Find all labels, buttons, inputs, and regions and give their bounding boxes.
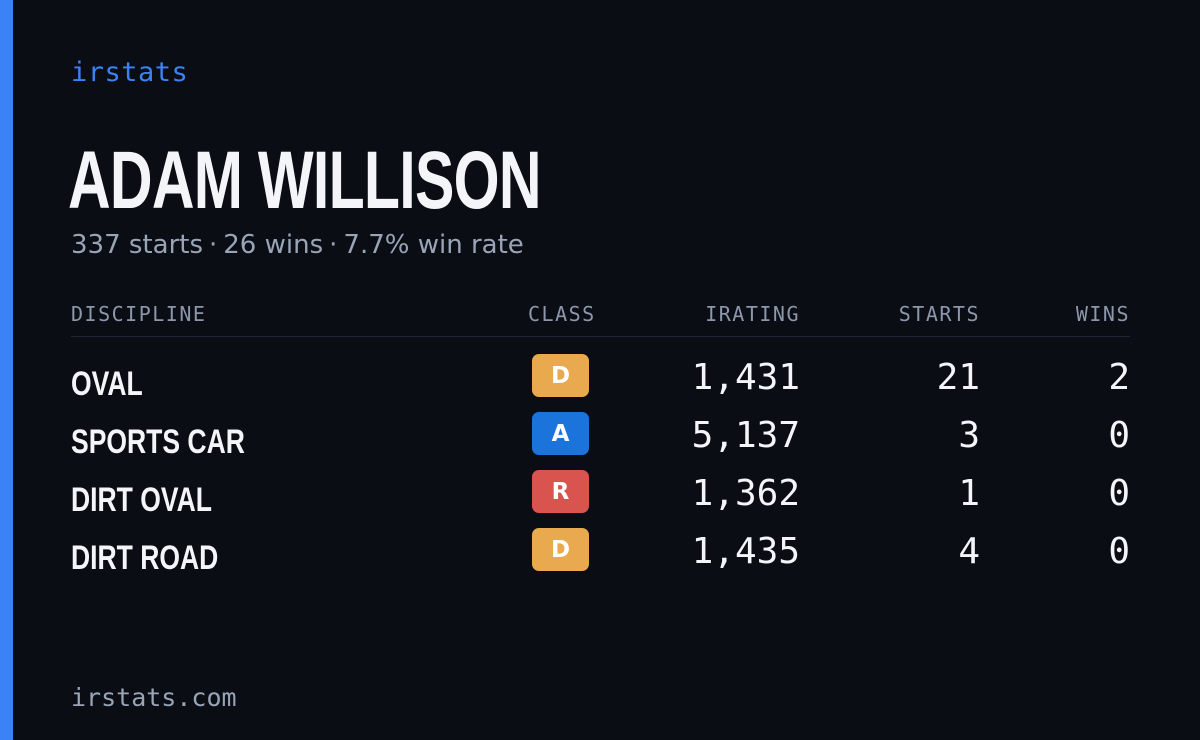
starts-value: 1 (958, 473, 980, 514)
accent-bar (0, 0, 13, 740)
header-irating: IRATING (705, 302, 800, 326)
irating-value: 1,431 (691, 357, 800, 398)
class-badge: A (532, 412, 589, 455)
driver-name: ADAM WILLISON (68, 135, 541, 226)
discipline-name: OVAL (71, 365, 143, 403)
wins-value: 0 (1108, 415, 1130, 456)
header-starts: STARTS (898, 302, 980, 326)
table-row: DIRT ROAD D 1,435 4 0 (71, 528, 1130, 578)
starts-value: 3 (958, 415, 980, 456)
driver-summary: 337 starts · 26 wins · 7.7% win rate (71, 228, 524, 262)
brand-logo: irstats (71, 57, 189, 88)
wins-value: 2 (1108, 357, 1130, 398)
table-header: DISCIPLINE CLASS IRATING STARTS WINS (71, 300, 1130, 337)
wins-total: 26 wins (223, 230, 324, 260)
table-row: SPORTS CAR A 5,137 3 0 (71, 412, 1130, 462)
discipline-name: SPORTS CAR (71, 423, 245, 461)
separator: · (329, 230, 338, 260)
wins-value: 0 (1108, 473, 1130, 514)
header-discipline: DISCIPLINE (71, 302, 207, 326)
discipline-name: DIRT ROAD (71, 539, 219, 577)
irating-value: 1,362 (691, 473, 800, 514)
class-badge: D (532, 354, 589, 397)
header-class: CLASS (528, 302, 596, 326)
header-wins: WINS (1075, 302, 1130, 326)
starts-total: 337 starts (71, 230, 203, 260)
separator: · (209, 230, 218, 260)
win-rate: 7.7% win rate (343, 230, 524, 260)
class-badge: R (532, 470, 589, 513)
class-badge: D (532, 528, 589, 571)
starts-value: 21 (936, 357, 980, 398)
wins-value: 0 (1108, 531, 1130, 572)
table-row: OVAL D 1,431 21 2 (71, 354, 1130, 404)
starts-value: 4 (958, 531, 980, 572)
site-url-link[interactable]: irstats.com (71, 683, 237, 712)
irating-value: 1,435 (691, 531, 800, 572)
discipline-name: DIRT OVAL (71, 481, 212, 519)
irating-value: 5,137 (691, 415, 800, 456)
table-row: DIRT OVAL R 1,362 1 0 (71, 470, 1130, 520)
